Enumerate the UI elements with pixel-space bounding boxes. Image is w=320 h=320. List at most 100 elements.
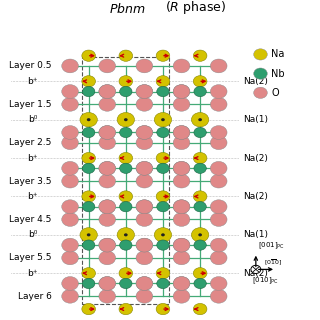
Text: Layer 5.5: Layer 5.5 <box>9 253 52 262</box>
Circle shape <box>99 289 116 303</box>
Circle shape <box>157 127 169 138</box>
Circle shape <box>124 233 128 236</box>
Circle shape <box>83 163 95 173</box>
Circle shape <box>173 251 190 265</box>
Circle shape <box>157 240 169 250</box>
Circle shape <box>82 76 95 87</box>
Circle shape <box>210 174 227 188</box>
Circle shape <box>156 268 170 279</box>
Circle shape <box>156 76 170 87</box>
Circle shape <box>173 125 190 140</box>
Text: b⁺: b⁺ <box>27 192 37 201</box>
Circle shape <box>210 251 227 265</box>
Circle shape <box>210 200 227 214</box>
Circle shape <box>191 113 209 127</box>
Circle shape <box>119 303 132 315</box>
Circle shape <box>99 174 116 188</box>
Circle shape <box>173 238 190 252</box>
Circle shape <box>62 125 78 140</box>
Circle shape <box>80 113 97 127</box>
Text: Layer 4.5: Layer 4.5 <box>9 215 52 224</box>
Circle shape <box>194 278 206 289</box>
Text: Na(2): Na(2) <box>244 77 268 86</box>
Circle shape <box>62 200 78 214</box>
Circle shape <box>117 228 134 242</box>
Circle shape <box>119 152 132 164</box>
Circle shape <box>62 59 78 73</box>
Circle shape <box>117 113 134 127</box>
Circle shape <box>62 289 78 303</box>
Text: Layer 1.5: Layer 1.5 <box>9 100 52 109</box>
Text: b⁺: b⁺ <box>27 269 37 278</box>
Circle shape <box>254 87 267 99</box>
Circle shape <box>157 86 169 97</box>
Circle shape <box>173 276 190 290</box>
Circle shape <box>156 303 170 315</box>
Circle shape <box>83 127 95 138</box>
Text: b⁺: b⁺ <box>27 154 37 163</box>
Text: Na(2): Na(2) <box>244 154 268 163</box>
Circle shape <box>136 59 153 73</box>
Text: Na(1): Na(1) <box>244 115 268 124</box>
Circle shape <box>120 278 132 289</box>
Circle shape <box>120 163 132 173</box>
Circle shape <box>210 276 227 290</box>
Circle shape <box>99 276 116 290</box>
Circle shape <box>136 125 153 140</box>
Circle shape <box>136 84 153 99</box>
Circle shape <box>156 152 170 164</box>
Circle shape <box>136 276 153 290</box>
Circle shape <box>136 136 153 150</box>
Circle shape <box>173 174 190 188</box>
Circle shape <box>80 228 97 242</box>
Text: b⁺: b⁺ <box>27 77 37 86</box>
Circle shape <box>99 200 116 214</box>
Circle shape <box>254 68 267 79</box>
Circle shape <box>136 238 153 252</box>
Circle shape <box>136 276 153 290</box>
Text: Na: Na <box>271 49 285 60</box>
Text: [0$\overline{1}$0]: [0$\overline{1}$0] <box>264 257 282 267</box>
Circle shape <box>99 161 116 175</box>
Circle shape <box>136 289 153 303</box>
Circle shape <box>198 233 202 236</box>
Circle shape <box>254 49 267 60</box>
Circle shape <box>194 202 206 212</box>
Circle shape <box>62 84 78 99</box>
Circle shape <box>136 84 153 99</box>
Circle shape <box>136 174 153 188</box>
Circle shape <box>99 161 116 175</box>
Circle shape <box>210 84 227 99</box>
Circle shape <box>210 136 227 150</box>
Circle shape <box>161 118 165 121</box>
Circle shape <box>136 238 153 252</box>
Text: b⁰: b⁰ <box>28 115 37 124</box>
Circle shape <box>82 303 95 315</box>
Circle shape <box>119 268 132 279</box>
Text: b⁰: b⁰ <box>28 230 37 239</box>
Circle shape <box>193 152 207 164</box>
Circle shape <box>193 191 207 202</box>
Circle shape <box>136 161 153 175</box>
Circle shape <box>120 86 132 97</box>
Circle shape <box>173 200 190 214</box>
Circle shape <box>99 251 116 265</box>
Text: Na(2): Na(2) <box>244 269 268 278</box>
Circle shape <box>99 276 116 290</box>
Circle shape <box>193 76 207 87</box>
Circle shape <box>99 200 116 214</box>
Circle shape <box>99 84 116 99</box>
Circle shape <box>191 228 209 242</box>
Circle shape <box>83 278 95 289</box>
Circle shape <box>62 238 78 252</box>
Circle shape <box>62 212 78 227</box>
Circle shape <box>210 238 227 252</box>
Text: Layer 2.5: Layer 2.5 <box>9 138 52 147</box>
Circle shape <box>194 163 206 173</box>
Circle shape <box>83 86 95 97</box>
Circle shape <box>173 97 190 111</box>
Circle shape <box>99 125 116 140</box>
Circle shape <box>156 50 170 61</box>
Text: [001]$_{\mathrm{PC}}$: [001]$_{\mathrm{PC}}$ <box>258 240 285 251</box>
Circle shape <box>194 127 206 138</box>
